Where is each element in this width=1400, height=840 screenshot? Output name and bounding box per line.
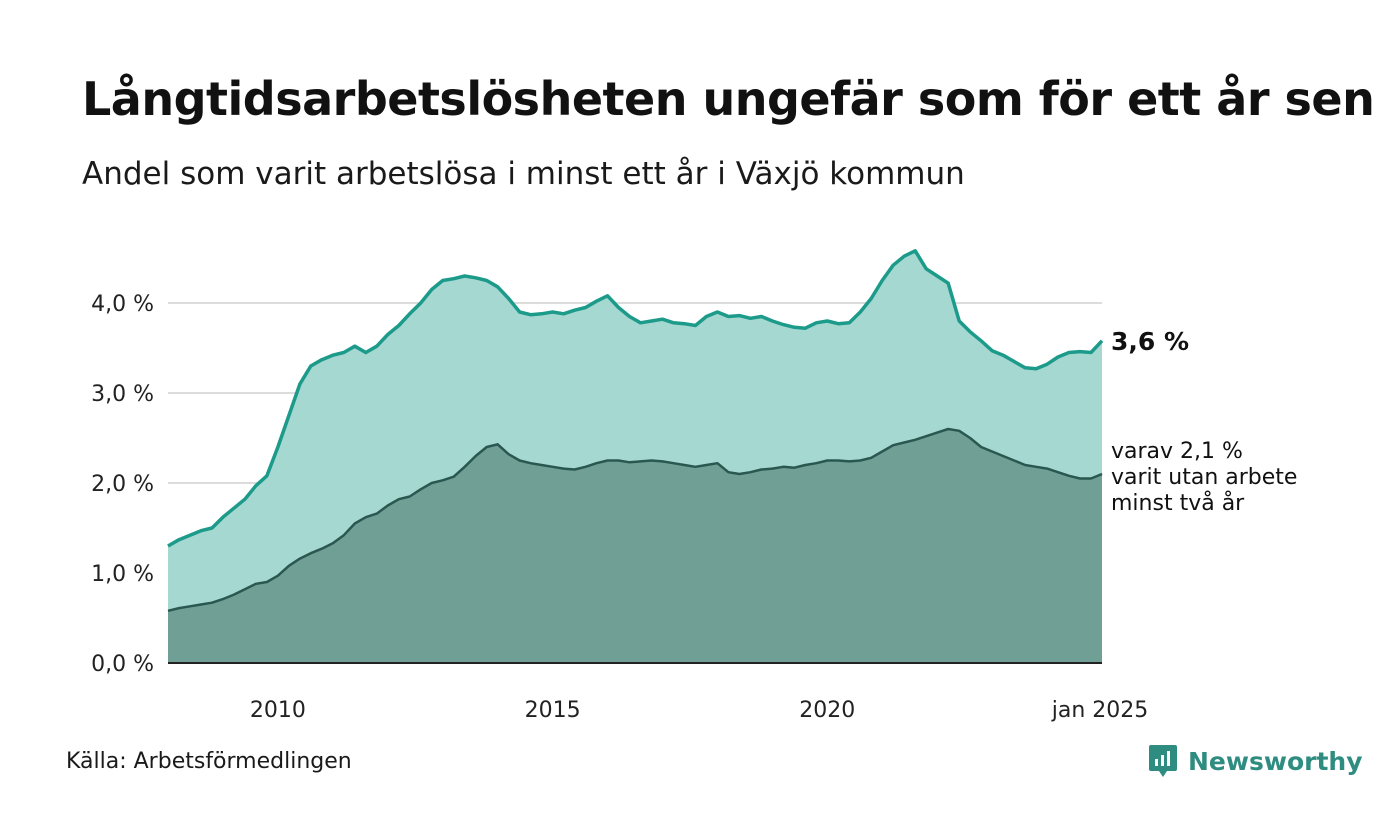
chart-axes: 0,0 % 1,0 % 2,0 % 3,0 % 4,0 % 2010 2015 2020 jan…: [91, 292, 1148, 723]
x-tick-label: 2015: [525, 698, 581, 723]
y-tick-label: 2,0 %: [91, 472, 154, 497]
area-chart: 0,0 % 1,0 % 2,0 % 3,0 % 4,0 % 2010 2015 2020 jan…: [91, 249, 1297, 723]
brand-logo: Newsworthy: [1148, 744, 1363, 778]
y-tick-label: 3,0 %: [91, 382, 154, 407]
inner-series-line: [167, 427, 1103, 613]
brand-name: Newsworthy: [1188, 746, 1363, 776]
source-note: Källa: Arbetsförmedlingen: [66, 749, 352, 774]
inner-end-label-line: varav 2,1 %: [1111, 439, 1243, 464]
outer-end-label: 3,6 %: [1111, 327, 1189, 356]
x-tick-label: 2010: [250, 698, 306, 723]
outer-series-line: [167, 249, 1104, 548]
newsworthy-logo-icon: [1149, 745, 1177, 777]
y-tick-label: 0,0 %: [91, 652, 154, 677]
x-tick-label: jan 2025: [1051, 698, 1149, 723]
y-tick-label: 1,0 %: [91, 562, 154, 587]
y-tick-label: 4,0 %: [91, 292, 154, 317]
chart-subtitle: Andel som varit arbetslösa i minst ett å…: [82, 156, 965, 192]
inner-end-label-line: minst två år: [1111, 490, 1245, 516]
x-tick-label: 2020: [799, 698, 855, 723]
chart-title: Långtidsarbetslösheten ungefär som för e…: [82, 72, 1375, 126]
inner-end-label-line: varit utan arbete: [1111, 465, 1297, 490]
inner-area: [168, 429, 1102, 663]
chart-areas: [167, 249, 1104, 664]
